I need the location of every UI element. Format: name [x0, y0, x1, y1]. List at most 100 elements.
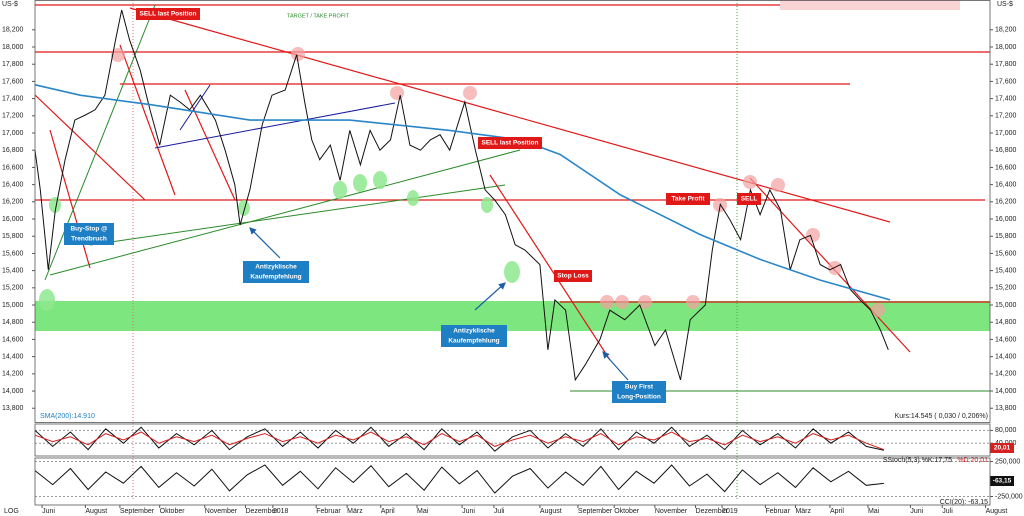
- annotation: Kaufempfehlung: [448, 338, 499, 345]
- x-tick-label: Oktober: [614, 508, 640, 515]
- y-tick-label: 14,600: [2, 336, 24, 343]
- y-tick-label: 15,200: [2, 285, 24, 292]
- y-tick-label: 250,000: [995, 458, 1020, 465]
- y-tick-label: 13,800: [995, 405, 1017, 412]
- y-tick-label: 17,800: [2, 61, 24, 68]
- support-zone: [35, 301, 990, 331]
- y-tick-label: 14,200: [2, 371, 24, 378]
- y-tick-label: 17,000: [2, 130, 24, 137]
- x-tick-label: Dezember: [245, 508, 278, 515]
- annotation: Antizyklische: [453, 328, 495, 335]
- y-tick-label: 18,000: [995, 44, 1017, 51]
- x-tick-label: 2019: [722, 508, 738, 515]
- levels: [34, 4, 990, 361]
- y-tick-label: 16,600: [995, 164, 1017, 171]
- y-tick-label: 15,000: [995, 302, 1017, 309]
- series-line: [34, 426, 885, 452]
- x-tick-label: Mai: [417, 508, 429, 515]
- y-tick-label: 14,800: [995, 319, 1017, 326]
- plot: 13,800 13,800 14,000 14,000 14,200 14,200 14,4…: [2, 9, 1023, 515]
- x-tick-label: September: [578, 508, 613, 515]
- y-tick-label: -250,000: [995, 493, 1023, 500]
- annotation: Trendbruch: [71, 236, 107, 243]
- x-tick-label: Juli: [942, 508, 953, 515]
- x-tick-label: November: [205, 508, 238, 515]
- x-tick-label: Juli: [494, 508, 505, 515]
- y-tick-label: 14,000: [2, 388, 24, 395]
- y-tick-label: 15,600: [2, 250, 24, 257]
- x-tick-label: Februar: [316, 508, 341, 515]
- y-tick-label: 14,400: [995, 353, 1017, 360]
- y-tick-label: 15,000: [2, 302, 24, 309]
- y-tick-label: 13,800: [2, 405, 24, 412]
- x-tick-label: April: [381, 508, 395, 515]
- stoch-label: %D:20,01: [957, 457, 988, 464]
- series-line: [34, 84, 891, 301]
- y-tick-label: 17,600: [2, 78, 24, 85]
- y-tick-label: 14,800: [2, 319, 24, 326]
- x-tick-label: Februar: [765, 508, 790, 515]
- y-tick-label: 18,000: [2, 44, 24, 51]
- annotation: TARGET / TAKE PROFIT: [287, 13, 350, 19]
- sell-markers: [111, 47, 885, 317]
- x-tick-label: März: [347, 508, 363, 515]
- y-tick-label: 16,200: [995, 199, 1017, 206]
- unit-label: US-$: [2, 1, 18, 8]
- annotation: SELL last Position: [140, 11, 197, 18]
- value-box: -63,15: [993, 478, 1012, 485]
- y-tick-label: 15,200: [995, 285, 1017, 292]
- y-tick-label: 16,800: [2, 147, 24, 154]
- y-tick-label: 16,000: [2, 216, 24, 223]
- annotation: SELL last Position: [482, 140, 539, 147]
- y-tick-label: 16,000: [995, 216, 1017, 223]
- drawings: [34, 0, 990, 500]
- x-tick-label: August: [986, 508, 1008, 515]
- y-tick-label: 17,200: [995, 113, 1017, 120]
- buy-markers: [39, 171, 520, 311]
- annotation: Antizyklische: [255, 264, 297, 271]
- cci-label: CCI(20): -63,15: [940, 499, 988, 506]
- x-tick-label: August: [540, 508, 562, 515]
- annotation: Take Profit: [671, 196, 705, 203]
- y-tick-label: 16,400: [995, 181, 1017, 188]
- y-tick-label: 14,000: [995, 388, 1017, 395]
- stoch-label: SStoch(5,3) %K:17,75: [883, 457, 952, 464]
- x-tick-label: März: [795, 508, 811, 515]
- series-line: [34, 431, 885, 451]
- y-tick-label: 17,400: [995, 95, 1017, 102]
- annotation: Stop Loss: [557, 273, 589, 280]
- sma-label: SMA(200):14.910: [40, 413, 95, 420]
- unit-label: US-$: [997, 1, 1013, 8]
- annotation: SELL: [741, 196, 758, 203]
- y-tick-label: 16,400: [2, 181, 24, 188]
- y-tick-label: 15,400: [2, 267, 24, 274]
- x-tick-label: 2018: [273, 508, 289, 515]
- x-tick-label: November: [655, 508, 688, 515]
- zone: [780, 0, 960, 10]
- y-tick-label: 15,600: [995, 250, 1017, 257]
- scale-label: LOG: [4, 508, 19, 515]
- x-tick-label: Juni: [42, 508, 55, 515]
- y-tick-label: 17,600: [995, 78, 1017, 85]
- series-line: [34, 9, 889, 382]
- y-tick-label: 17,800: [995, 61, 1017, 68]
- x-tick-label: April: [830, 508, 844, 515]
- trendlines: [44, 4, 990, 392]
- y-tick-label: 17,000: [995, 130, 1017, 137]
- x-tick-label: Oktober: [160, 508, 186, 515]
- price-label: Kurs:14.545 ( 0,030 / 0,206%): [895, 413, 988, 420]
- y-tick-label: 14,400: [2, 353, 24, 360]
- annotation: Buy-Stop @: [70, 226, 107, 233]
- arrows: [249, 227, 629, 381]
- value-box: 20,01: [994, 445, 1011, 452]
- annotation: Kaufempfehlung: [250, 274, 301, 281]
- frames: [34, 0, 991, 506]
- x-tick-label: Dezember: [696, 508, 729, 515]
- x-tick-label: August: [85, 508, 107, 515]
- annotation: Long-Position: [617, 394, 661, 401]
- y-tick-label: 80,000: [995, 427, 1017, 434]
- y-tick-label: 16,600: [2, 164, 24, 171]
- x-tick-label: Mai: [868, 508, 880, 515]
